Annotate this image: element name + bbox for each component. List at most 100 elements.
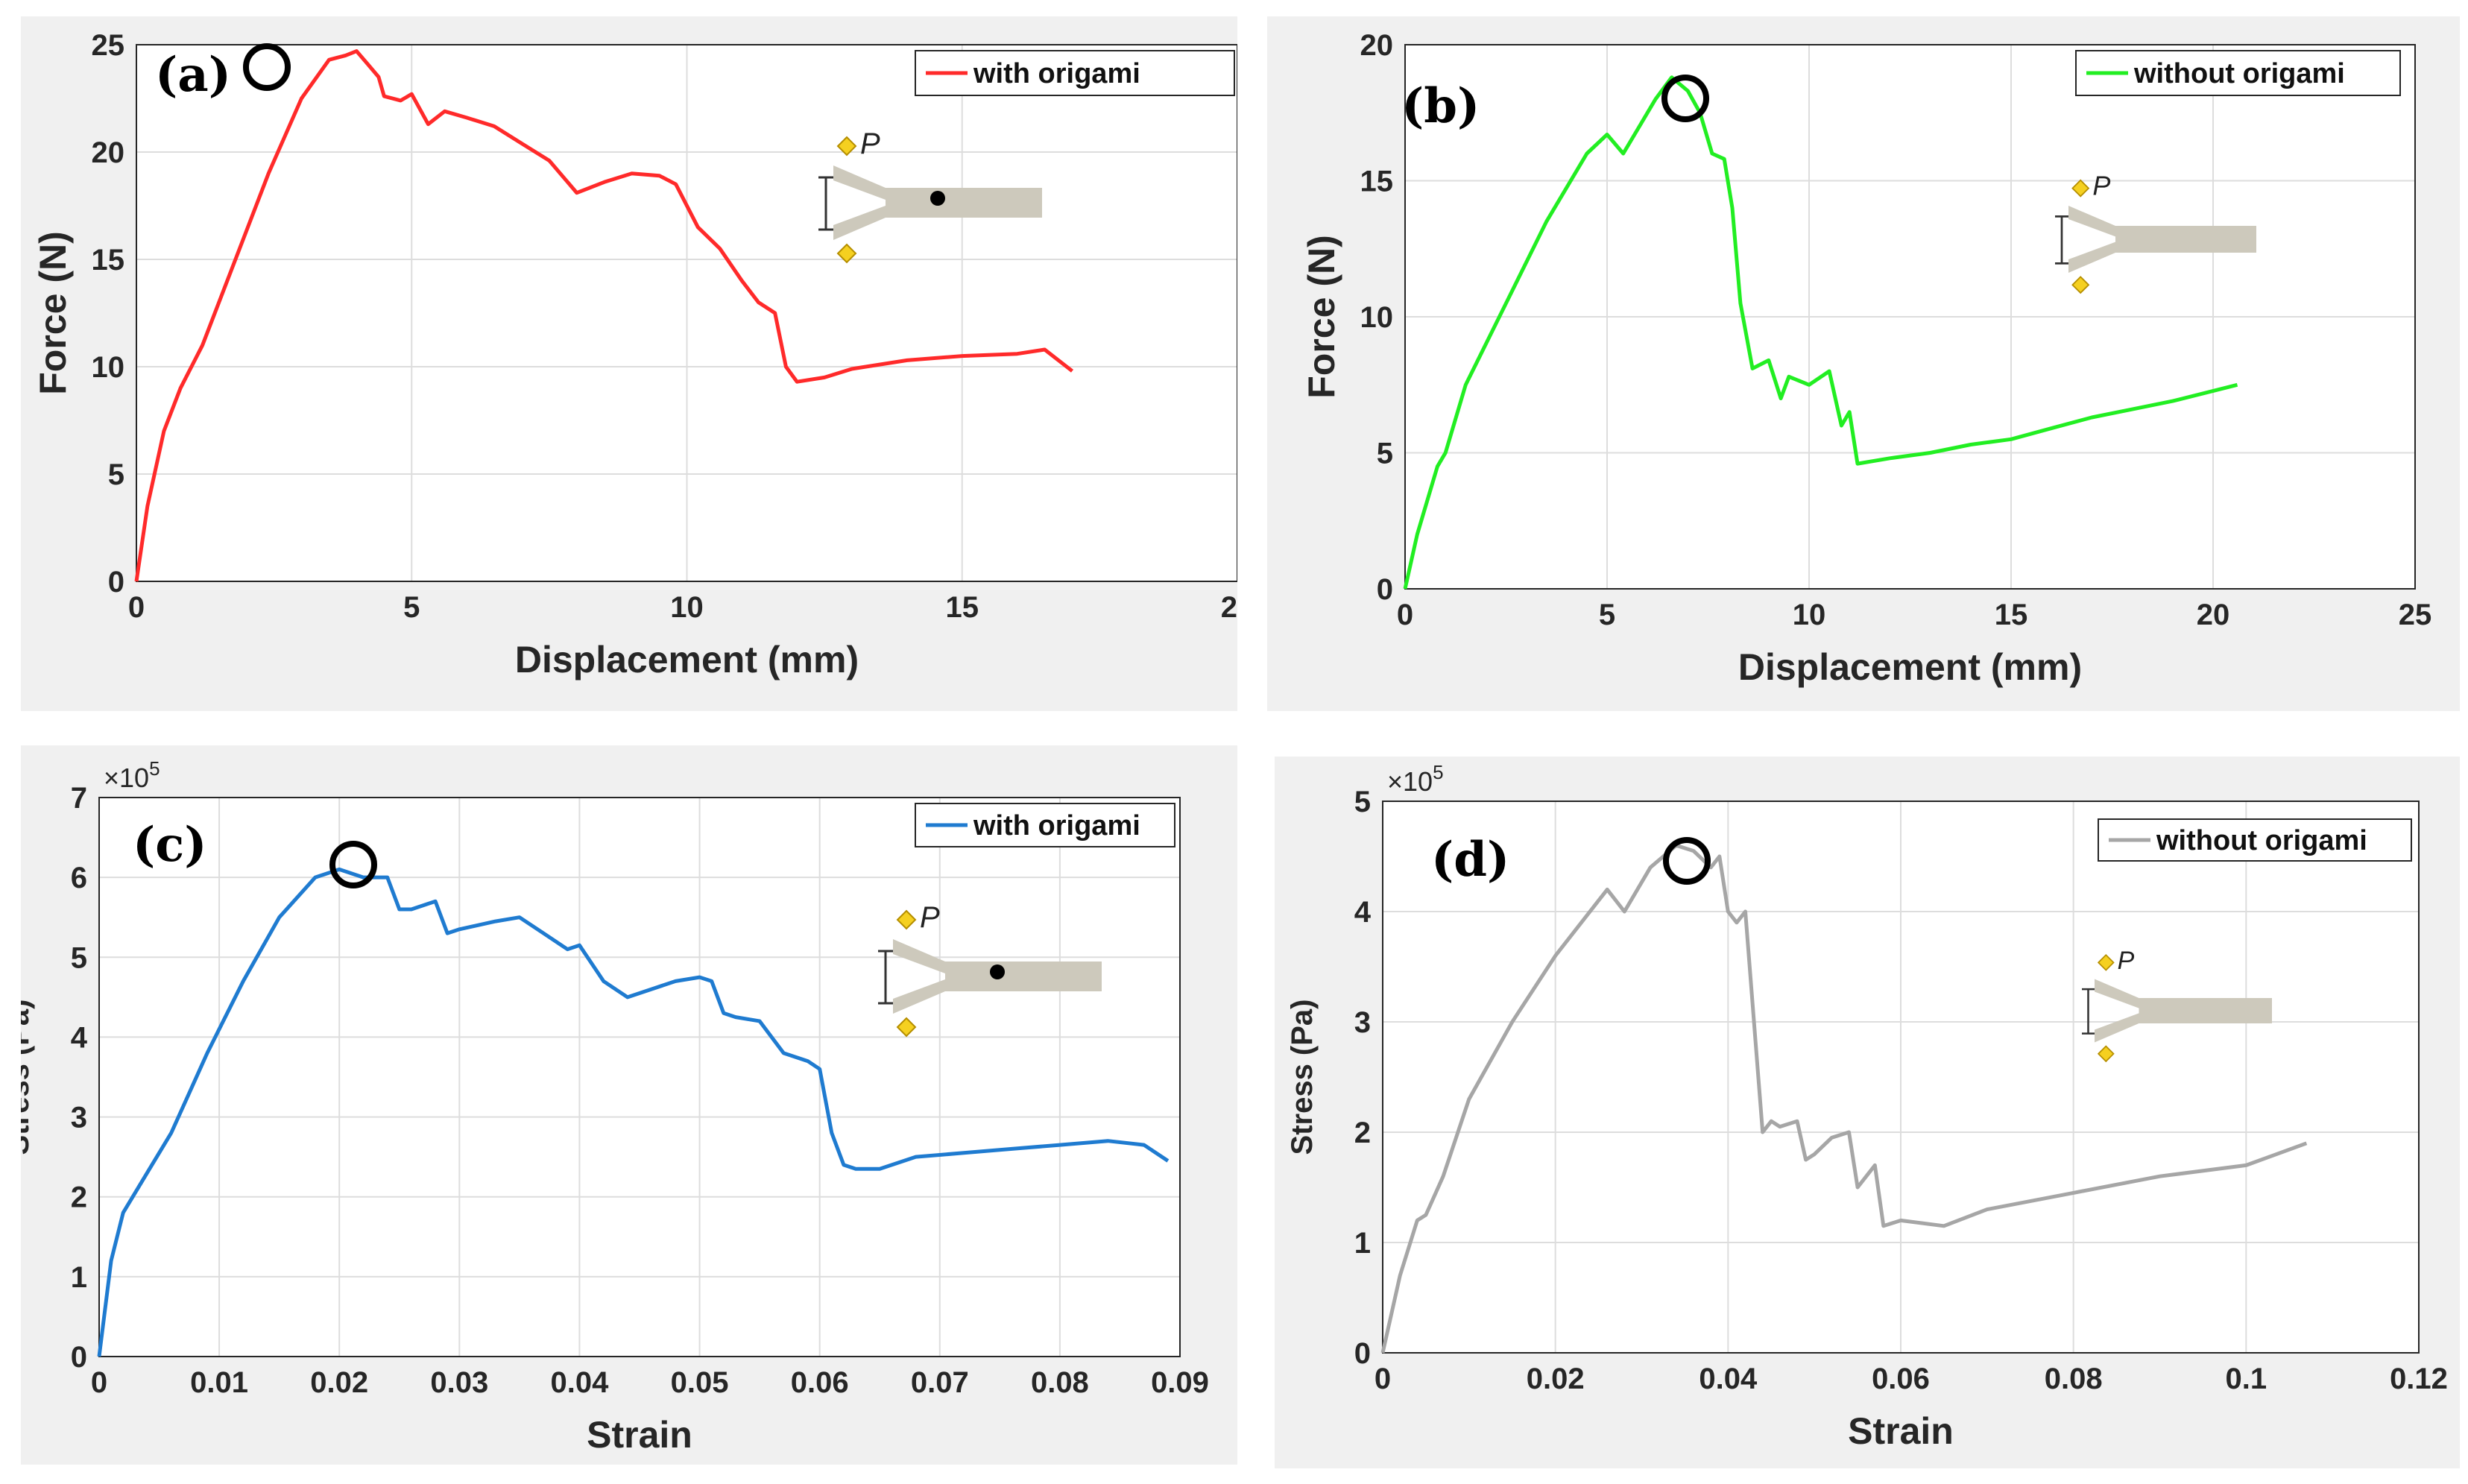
- specimen-diagram-icon: P: [2081, 947, 2272, 1063]
- x-axis-label: Strain: [1848, 1410, 1954, 1452]
- series-line: [134, 49, 1074, 582]
- load-arrow-down-icon: [836, 243, 857, 264]
- y-tick-label: 5: [108, 458, 124, 491]
- y-tick-label: 0: [71, 1341, 87, 1374]
- y-tick-label: 2: [1354, 1117, 1371, 1149]
- x-axis-label: Displacement (mm): [515, 639, 859, 681]
- x-tick-label: 0: [1375, 1363, 1391, 1395]
- y-tick-label: 2: [71, 1181, 87, 1214]
- load-arrow-down-icon: [896, 1017, 917, 1038]
- y-tick-label: 1: [1354, 1227, 1371, 1260]
- specimen-lower-arm: [2068, 241, 2115, 273]
- x-tick-label: 15: [946, 591, 979, 624]
- x-tick-label: 0.02: [310, 1366, 368, 1399]
- load-arrow-up-icon: [2071, 179, 2090, 198]
- y-exponent-base: ×10: [1387, 766, 1433, 797]
- peak-marker-circle: [1663, 837, 1711, 885]
- y-tick-label: 6: [71, 862, 87, 894]
- x-tick-label: 0.04: [1699, 1363, 1758, 1395]
- y-exponent-label: ×105: [1387, 761, 1444, 797]
- load-arrow-up-icon: [896, 909, 917, 930]
- y-tick-label: 1: [71, 1261, 87, 1294]
- y-tick-label: 10: [1360, 301, 1394, 334]
- x-tick-label: 25: [2399, 599, 2432, 631]
- series-line: [1380, 843, 2308, 1354]
- chart-c: 0 0.01 0.02 0.03 0.04 0.05 0.06 0.07 0.08 0.09 0 1 2…: [21, 757, 1209, 1456]
- origami-joint-dot: [930, 191, 945, 206]
- peak-marker-circle: [1661, 75, 1709, 122]
- y-tick-label: 5: [1354, 786, 1371, 818]
- chart-panel-a: 0 5 10 15 20 0 5 10 15 20 25 Displacement (mm) Force…: [21, 16, 1237, 711]
- y-axis-label: Force (N): [32, 231, 74, 394]
- specimen-beam: [2115, 226, 2256, 253]
- specimen-lower-arm: [2095, 1013, 2139, 1043]
- y-tick-label: 15: [1360, 165, 1394, 198]
- x-tick-label: 0: [91, 1366, 107, 1399]
- y-exponent-label: ×105: [104, 757, 160, 793]
- series-line: [97, 867, 1170, 1357]
- specimen-beam: [945, 962, 1102, 991]
- specimen-diagram-icon: P: [818, 127, 1042, 264]
- panel-tag: (a): [155, 47, 231, 103]
- load-arrow-up-icon: [2097, 953, 2115, 971]
- chart-panel-c: 0 0.01 0.02 0.03 0.04 0.05 0.06 0.07 0.08 0.09 0 1 2…: [21, 745, 1237, 1465]
- x-tick-label: 0: [1397, 599, 1413, 631]
- load-label-p: P: [920, 901, 940, 934]
- panel-tag: (b): [1401, 78, 1480, 134]
- x-tick-label: 0.1: [2226, 1363, 2267, 1395]
- load-arrow-up-icon: [836, 136, 857, 157]
- panel-tag: (c): [133, 817, 207, 873]
- load-arrow-down-icon: [2097, 1045, 2115, 1063]
- y-tick-label: 0: [1377, 573, 1393, 606]
- y-tick-label: 0: [108, 566, 124, 599]
- series-line: [1403, 75, 2238, 590]
- y-tick-label: 4: [1354, 896, 1372, 929]
- y-axis-label: Force (N): [1301, 235, 1342, 398]
- y-tick-label: 3: [1354, 1006, 1371, 1039]
- chart-panel-d: 0 0.02 0.04 0.06 0.08 0.1 0.12 0 1 2 3 4 5 ×105 Strain…: [1275, 757, 2460, 1468]
- x-tick-label: 0.12: [2390, 1363, 2448, 1395]
- load-label-p: P: [2092, 171, 2110, 201]
- peak-marker-circle: [243, 43, 291, 91]
- load-label-p: P: [860, 127, 880, 160]
- specimen-lower-arm: [893, 979, 945, 1014]
- plot-area: [98, 797, 1181, 1357]
- specimen-beam: [886, 188, 1042, 218]
- x-axis-label: Displacement (mm): [1738, 646, 2082, 688]
- plot-frame: [98, 797, 1181, 1357]
- x-tick-label: 0.06: [791, 1366, 849, 1399]
- legend-label: without origami: [2156, 825, 2367, 856]
- y-axis-label: Stress (Pa): [1286, 1000, 1319, 1155]
- plot-frame: [1382, 801, 2420, 1354]
- load-arrow-down-icon: [2071, 276, 2090, 294]
- specimen-upper-arm: [893, 939, 945, 973]
- x-tick-label: 15: [1995, 599, 2028, 631]
- plot-frame: [1404, 44, 2416, 590]
- y-tick-label: 15: [92, 244, 125, 277]
- x-tick-label: 0.08: [1031, 1366, 1089, 1399]
- y-tick-label: 10: [92, 351, 125, 384]
- specimen-diagram-icon: P: [878, 901, 1102, 1038]
- y-tick-label: 20: [1360, 29, 1394, 62]
- chart-b: 0 5 10 15 20 25 0 5 10 15 20 Displacement (mm) Force…: [1301, 29, 2432, 688]
- x-axis-label: Strain: [587, 1414, 692, 1456]
- y-exponent-power: 5: [1433, 761, 1443, 783]
- panel-tag: (d): [1431, 832, 1509, 888]
- x-tick-label: 20: [2197, 599, 2230, 631]
- origami-joint-dot: [990, 964, 1005, 979]
- specimen-beam: [2139, 998, 2272, 1023]
- plot-frame: [136, 44, 1237, 582]
- y-tick-label: 5: [71, 941, 87, 974]
- peak-marker-circle: [329, 841, 377, 888]
- specimen-upper-arm: [833, 165, 886, 200]
- x-tick-label: 0.02: [1527, 1363, 1585, 1395]
- x-tick-label: 0: [128, 591, 145, 624]
- y-tick-label: 3: [71, 1102, 87, 1134]
- y-tick-label: 0: [1354, 1337, 1371, 1370]
- chart-a: 0 5 10 15 20 0 5 10 15 20 25 Displacement (mm) Force…: [32, 29, 1237, 681]
- y-exponent-base: ×10: [104, 762, 149, 793]
- x-tick-label: 0.09: [1151, 1366, 1209, 1399]
- specimen-upper-arm: [2095, 979, 2139, 1008]
- x-tick-label: 20: [1221, 591, 1237, 624]
- y-exponent-power: 5: [149, 757, 160, 780]
